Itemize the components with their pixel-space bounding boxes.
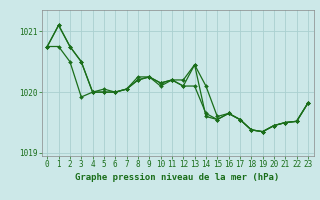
X-axis label: Graphe pression niveau de la mer (hPa): Graphe pression niveau de la mer (hPa)	[76, 173, 280, 182]
